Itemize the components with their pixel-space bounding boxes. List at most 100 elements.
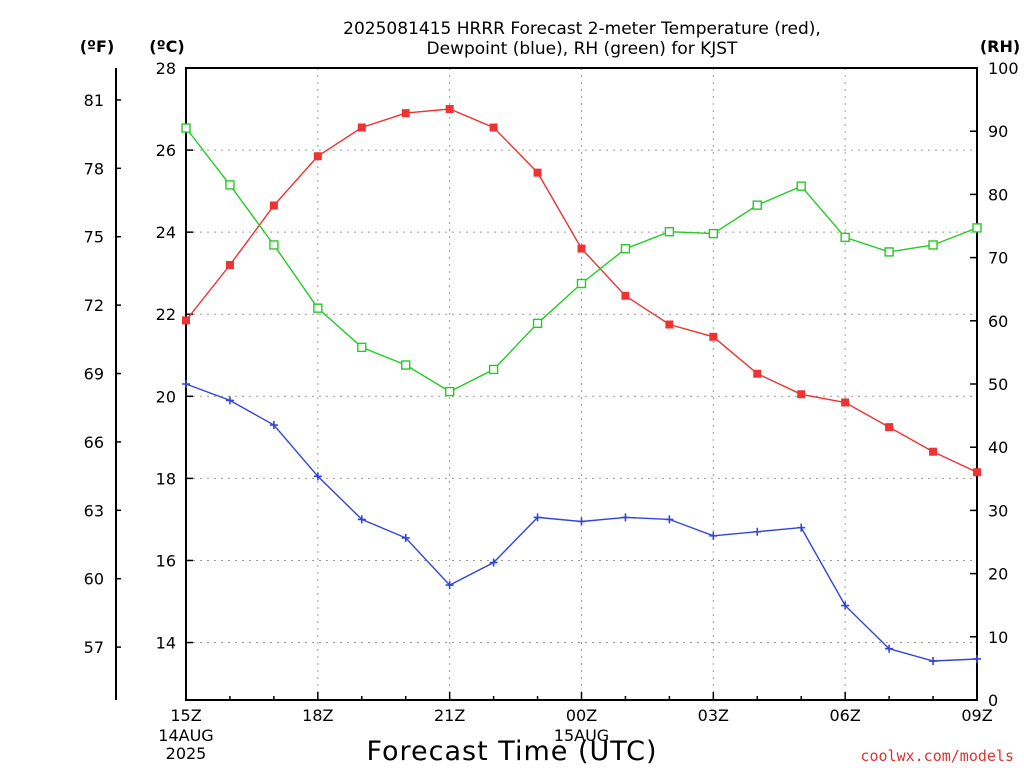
- rh-point: [620, 244, 631, 254]
- temperature-point: [973, 468, 981, 477]
- temperature-point: [182, 316, 190, 325]
- dewpoint-point: [577, 517, 586, 526]
- x-tick-label: 00Z: [566, 706, 597, 725]
- temperature-point: [709, 332, 718, 341]
- x-tick-label: 03Z: [698, 706, 729, 725]
- x-tick-sublabel: 15AUG: [554, 726, 609, 745]
- rh-point: [357, 342, 367, 353]
- dewpoint-point: [533, 513, 542, 522]
- dewpoint-point: [357, 515, 366, 524]
- temperature-point: [401, 109, 410, 118]
- rh-point: [532, 318, 543, 329]
- x-tick-label: 06Z: [830, 706, 861, 725]
- celsius-tick-label: 26: [156, 141, 176, 160]
- temperature-series: [182, 105, 981, 477]
- dewpoint-point: [621, 513, 630, 522]
- temperature-point: [269, 201, 278, 210]
- grid-lines: [186, 68, 977, 700]
- rh-tick-label: 80: [988, 185, 1008, 204]
- dewpoint-point: [797, 523, 806, 532]
- rh-point: [796, 181, 806, 191]
- dewpoint-point: [709, 531, 718, 540]
- rh-tick-label: 70: [988, 249, 1008, 268]
- temperature-point: [929, 447, 938, 456]
- fahrenheit-tick-label: 81: [84, 91, 104, 110]
- rh-point: [664, 226, 675, 237]
- fahrenheit-unit-label: (ºF): [80, 37, 115, 56]
- rh-point: [840, 232, 850, 243]
- fahrenheit-tick-label: 69: [84, 365, 104, 384]
- dewpoint-point: [269, 421, 278, 430]
- rh-point: [972, 223, 982, 233]
- celsius-tick-label: 14: [156, 634, 176, 653]
- credit-label: coolwx.com/models: [860, 747, 1014, 765]
- temperature-point: [797, 390, 806, 399]
- dewpoint-point: [225, 396, 234, 405]
- dewpoint-point: [885, 644, 894, 653]
- x-tick-sublabel: 14AUG: [158, 726, 213, 745]
- rh-point: [488, 364, 499, 375]
- x-axis-title: Forecast Time (UTC): [366, 736, 657, 767]
- rh-point: [752, 200, 762, 210]
- temperature-point: [577, 244, 586, 253]
- temperature-point: [445, 105, 454, 114]
- x-tick-label: 09Z: [961, 706, 992, 725]
- temperature-point: [533, 168, 542, 177]
- fahrenheit-tick-label: 75: [84, 228, 104, 247]
- temperature-point: [665, 320, 674, 329]
- chart-title: 2025081415 HRRR Forecast 2-meter Tempera…: [343, 19, 821, 59]
- temperature-point: [489, 123, 498, 132]
- celsius-unit-label: (ºC): [149, 37, 184, 56]
- temperature-point: [753, 369, 762, 378]
- rh-tick-label: 20: [988, 565, 1008, 584]
- rh-point: [401, 360, 411, 370]
- dewpoint-point: [929, 657, 938, 666]
- rh-point: [225, 180, 235, 190]
- rh-tick-label: 0: [988, 691, 998, 710]
- dewpoint-point: [489, 558, 498, 567]
- temperature-point: [885, 423, 894, 432]
- rh-tick-label: 60: [988, 312, 1008, 331]
- dewpoint-point: [841, 601, 850, 610]
- rh-point: [181, 123, 191, 133]
- rh-point: [884, 247, 894, 257]
- dewpoint-point: [445, 581, 454, 590]
- x-tick-sublabel: 2025: [166, 744, 207, 763]
- rh-tick-label: 50: [988, 375, 1008, 394]
- rh-point: [269, 240, 279, 250]
- rh-point: [928, 240, 938, 250]
- celsius-tick-label: 22: [156, 305, 176, 324]
- celsius-axis: 14 16 18 20 22 24 26 28: [156, 59, 193, 653]
- temperature-line: [185, 108, 978, 473]
- rh-point: [576, 278, 587, 289]
- rh-axis: 0 10 20 30 40 50 60 70 80 90 100: [970, 59, 1019, 710]
- celsius-tick-label: 18: [156, 469, 176, 488]
- title-line-1: 2025081415 HRRR Forecast 2-meter Tempera…: [343, 19, 821, 39]
- x-tick-label: 15Z: [170, 706, 201, 725]
- fahrenheit-axis: 57 60 63 66 69 72 75 78 81: [84, 91, 121, 657]
- temperature-point: [621, 291, 630, 300]
- x-tick-label: 21Z: [434, 706, 465, 725]
- rh-tick-label: 100: [988, 59, 1019, 78]
- fahrenheit-tick-label: 78: [84, 159, 104, 178]
- rh-tick-label: 30: [988, 501, 1008, 520]
- temperature-point: [225, 260, 234, 269]
- celsius-tick-label: 16: [156, 551, 176, 570]
- dewpoint-point: [973, 654, 981, 663]
- series-layer: [181, 105, 982, 666]
- title-line-2: Dewpoint (blue), RH (green) for KJST: [427, 39, 739, 59]
- dewpoint-point: [665, 515, 674, 524]
- temperature-point: [357, 123, 366, 132]
- rh-tick-label: 90: [988, 122, 1008, 141]
- dewpoint-point: [401, 533, 410, 542]
- celsius-tick-label: 28: [156, 59, 176, 78]
- fahrenheit-tick-label: 57: [84, 638, 104, 657]
- temperature-point: [841, 398, 850, 407]
- dewpoint-series: [182, 380, 981, 666]
- dewpoint-point: [182, 380, 190, 388]
- dewpoint-point: [313, 472, 322, 481]
- rh-tick-label: 40: [988, 438, 1008, 457]
- dewpoint-point: [753, 527, 762, 536]
